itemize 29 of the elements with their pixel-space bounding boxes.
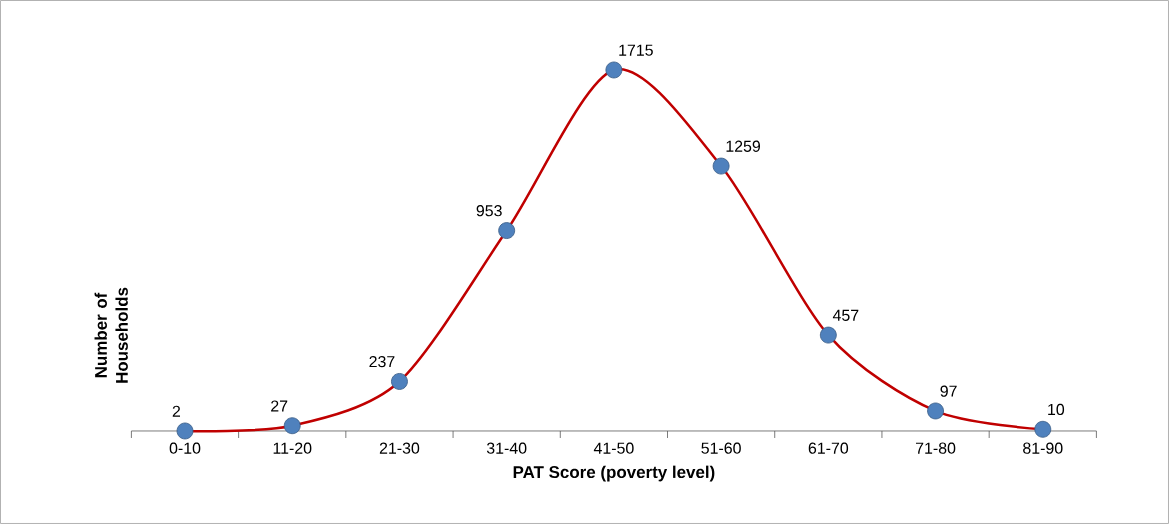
data-label: 953 [476, 205, 502, 217]
data-label: 27 [271, 400, 288, 412]
point [712, 157, 730, 175]
x-tick-label: 31-40 [486, 442, 527, 454]
data-label: 237 [369, 355, 395, 368]
point [391, 373, 408, 390]
data-label: 457 [832, 309, 859, 321]
x-tick-label: 81-90 [1023, 442, 1063, 454]
point [819, 326, 837, 344]
point [176, 422, 194, 440]
point [927, 402, 944, 420]
x-tick-label: 0-10 [169, 442, 201, 454]
x-tick-label: 11-20 [273, 442, 312, 454]
x-axis-title: PAT Score (poverty level) [513, 465, 715, 482]
data-label: 2 [172, 405, 181, 417]
data-label: 10 [1048, 403, 1065, 416]
x-tick-label: 71-80 [915, 442, 956, 454]
x-tick-label: 21-30 [379, 442, 420, 454]
x-tick-label: 41-50 [593, 442, 634, 454]
x-tick-label: 51-60 [701, 442, 741, 454]
data-label: 97 [940, 385, 957, 397]
point [498, 222, 516, 239]
point [1034, 420, 1052, 438]
y-axis-title: Number of Households [94, 287, 128, 383]
data-label: 1715 [619, 44, 653, 56]
point [283, 417, 301, 435]
data-label: 1259 [726, 140, 761, 152]
x-tick-label: 61-70 [808, 442, 849, 454]
point [605, 61, 623, 79]
